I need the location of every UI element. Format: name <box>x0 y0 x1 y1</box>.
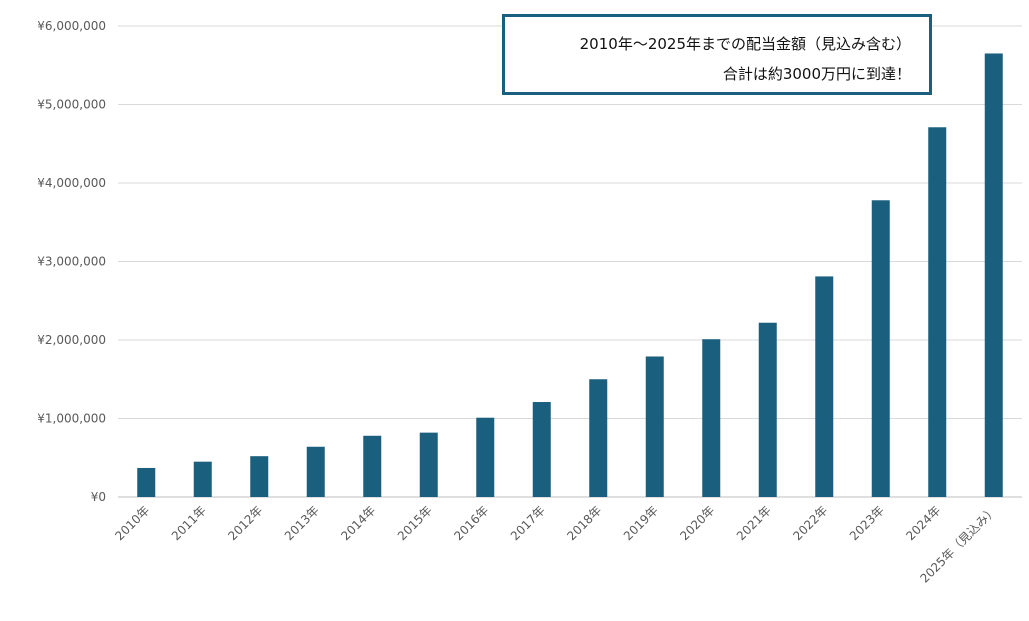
bar <box>193 461 212 497</box>
x-tick-label: 2021年 <box>734 503 774 543</box>
x-tick-label: 2010年 <box>112 503 152 543</box>
y-tick-label: ¥6,000,000 <box>37 19 106 33</box>
callout-line-2: 合計は約3000万円に到達！ <box>722 65 911 83</box>
y-tick-label: ¥2,000,000 <box>37 333 106 347</box>
x-tick-label: 2011年 <box>169 503 209 543</box>
x-tick-label: 2020年 <box>677 503 717 543</box>
bars <box>137 53 1003 497</box>
bar <box>702 339 721 497</box>
callout-line-1: 2010年～2025年までの配当金額（見込み含む） <box>579 35 911 53</box>
bar <box>871 200 890 497</box>
bar <box>476 417 495 497</box>
bar <box>928 127 947 497</box>
x-tick-label: 2017年 <box>508 503 548 543</box>
bar <box>532 402 551 497</box>
y-axis-tick-labels: ¥0 ¥1,000,000 ¥2,000,000 ¥3,000,000 ¥4,000,0… <box>37 19 106 504</box>
bar <box>137 467 156 497</box>
x-tick-label: 2022年 <box>790 503 830 543</box>
bar <box>758 322 777 497</box>
bar <box>363 435 382 497</box>
x-tick-label: 2016年 <box>451 503 491 543</box>
annotation-callout: 2010年～2025年までの配当金額（見込み含む） 合計は約3000万円に到達！ <box>502 14 932 95</box>
bar <box>815 276 834 497</box>
bar <box>419 432 438 497</box>
x-tick-label: 2023年 <box>847 503 887 543</box>
bar <box>645 356 664 497</box>
y-tick-label: ¥4,000,000 <box>37 176 106 190</box>
x-tick-label: 2013年 <box>282 503 322 543</box>
x-tick-label: 2024年 <box>903 503 943 543</box>
y-tick-label: ¥3,000,000 <box>37 255 106 269</box>
x-tick-label: 2012年 <box>225 503 265 543</box>
bar <box>984 53 1003 497</box>
bar <box>589 379 608 497</box>
x-tick-label: 2018年 <box>564 503 604 543</box>
bar <box>250 456 269 497</box>
bar <box>306 446 325 497</box>
y-tick-label: ¥1,000,000 <box>37 412 106 426</box>
x-axis-tick-labels: 2010年 2011年 2012年 2013年 2014年 2015年 2016年 2017年… <box>112 503 999 585</box>
y-tick-label: ¥0 <box>91 490 106 504</box>
y-tick-label: ¥5,000,000 <box>37 98 106 112</box>
x-tick-label: 2015年 <box>395 503 435 543</box>
x-tick-label: 2019年 <box>621 503 661 543</box>
x-tick-label: 2014年 <box>338 503 378 543</box>
gridlines <box>118 25 1022 498</box>
